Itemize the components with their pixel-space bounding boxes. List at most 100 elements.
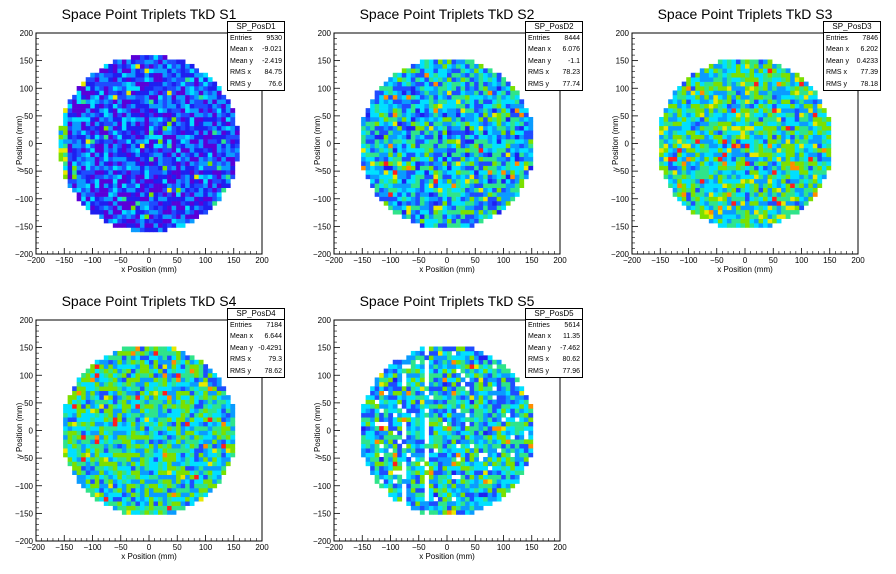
heatmap-cell — [726, 59, 732, 65]
heatmap-cell — [803, 81, 809, 87]
heatmap-cell — [681, 121, 687, 127]
heatmap-cell — [379, 196, 385, 202]
heatmap-cell — [121, 183, 127, 188]
heatmap-cell — [162, 200, 168, 206]
heatmap-cell — [726, 156, 732, 162]
heatmap-cell — [686, 147, 692, 153]
heatmap-cell — [198, 143, 204, 149]
heatmap-cell — [483, 196, 488, 202]
heatmap-cell — [487, 116, 493, 122]
heatmap-cell — [162, 434, 168, 440]
heatmap-cell — [72, 108, 77, 113]
heatmap-cell — [686, 116, 692, 122]
heatmap-cell — [180, 386, 186, 392]
heatmap-cell — [108, 403, 114, 409]
heatmap-cell — [456, 152, 461, 158]
heatmap-cell — [501, 200, 507, 206]
heatmap-cell — [740, 86, 746, 91]
heatmap-cell — [492, 72, 498, 78]
heatmap-cell — [112, 223, 118, 228]
heatmap-cell — [180, 200, 186, 206]
heatmap-cell — [130, 461, 136, 467]
heatmap-cell — [465, 63, 470, 69]
heatmap-cell — [225, 170, 231, 175]
heatmap-cell — [821, 152, 827, 158]
heatmap-cell — [72, 417, 77, 422]
heatmap-cell — [185, 165, 190, 171]
heatmap-cell — [487, 121, 493, 127]
heatmap-cell — [437, 72, 443, 78]
heatmap-cell — [745, 187, 750, 193]
heatmap-cell — [483, 134, 488, 140]
heatmap-cell — [176, 448, 181, 453]
heatmap-cell — [149, 408, 154, 414]
heatmap-cell — [731, 108, 737, 113]
heatmap-cell — [180, 364, 186, 369]
heatmap-cell — [94, 412, 100, 418]
heatmap-cell — [81, 187, 87, 193]
heatmap-cell — [704, 130, 710, 135]
heatmap-cell — [126, 470, 132, 475]
heatmap-cell — [171, 457, 177, 462]
heatmap-cell — [735, 187, 741, 193]
heatmap-cell — [126, 178, 132, 184]
heatmap-cell — [135, 417, 141, 422]
heatmap-cell — [519, 147, 525, 153]
heatmap-cell — [149, 448, 154, 453]
heatmap-cell — [781, 72, 786, 78]
heatmap-cell — [108, 108, 114, 113]
heatmap-cell — [130, 72, 136, 78]
heatmap-cell — [803, 174, 809, 180]
heatmap-cell — [149, 121, 154, 127]
heatmap-cell — [176, 399, 181, 405]
heatmap-cell — [735, 134, 741, 140]
heatmap-cell — [740, 170, 746, 175]
heatmap-cell — [126, 187, 132, 193]
heatmap-cell — [496, 139, 502, 144]
heatmap-cell — [447, 81, 452, 87]
heatmap-cell — [442, 125, 448, 131]
heatmap-cell — [699, 116, 705, 122]
heatmap-cell — [460, 125, 466, 131]
heatmap-cell — [419, 94, 425, 100]
heatmap-cell — [167, 452, 172, 458]
heatmap-cell — [167, 408, 172, 414]
heatmap-cell — [821, 116, 827, 122]
heatmap-cell — [180, 214, 186, 219]
heatmap-cell — [67, 178, 73, 184]
heatmap-cell — [108, 130, 114, 135]
heatmap-cell — [388, 94, 394, 100]
heatmap-cell — [180, 187, 186, 193]
heatmap-cell — [745, 218, 750, 224]
heatmap-cell — [478, 192, 484, 197]
heatmap-cell — [94, 139, 100, 144]
heatmap-cell — [194, 143, 200, 149]
heatmap-cell — [144, 108, 150, 113]
heatmap-cell — [139, 434, 145, 440]
heatmap-cell — [135, 223, 141, 228]
heatmap-cell — [406, 94, 412, 100]
heatmap-cell — [234, 152, 240, 158]
heatmap-cell — [203, 165, 209, 171]
heatmap-cell — [442, 165, 448, 171]
heatmap-cell — [180, 116, 186, 122]
heatmap-cell — [735, 108, 741, 113]
heatmap-cell — [523, 112, 529, 118]
heatmap-cell — [469, 103, 475, 109]
heatmap-cell — [415, 192, 421, 197]
heatmap-cell — [447, 108, 452, 113]
heatmap-cell — [419, 86, 425, 91]
heatmap-cell — [126, 59, 132, 65]
heatmap-cell — [496, 72, 502, 78]
heatmap-cell — [745, 170, 750, 175]
heatmap-cell — [180, 139, 186, 144]
heatmap-cell — [149, 200, 154, 206]
heatmap-cell — [370, 143, 375, 149]
heatmap-cell — [103, 457, 109, 462]
heatmap-cell — [189, 386, 195, 392]
heatmap-cell — [776, 147, 782, 153]
heatmap-cell — [708, 112, 714, 118]
heatmap-cell — [149, 134, 154, 140]
heatmap-cell — [708, 90, 714, 96]
heatmap-cell — [67, 108, 73, 113]
